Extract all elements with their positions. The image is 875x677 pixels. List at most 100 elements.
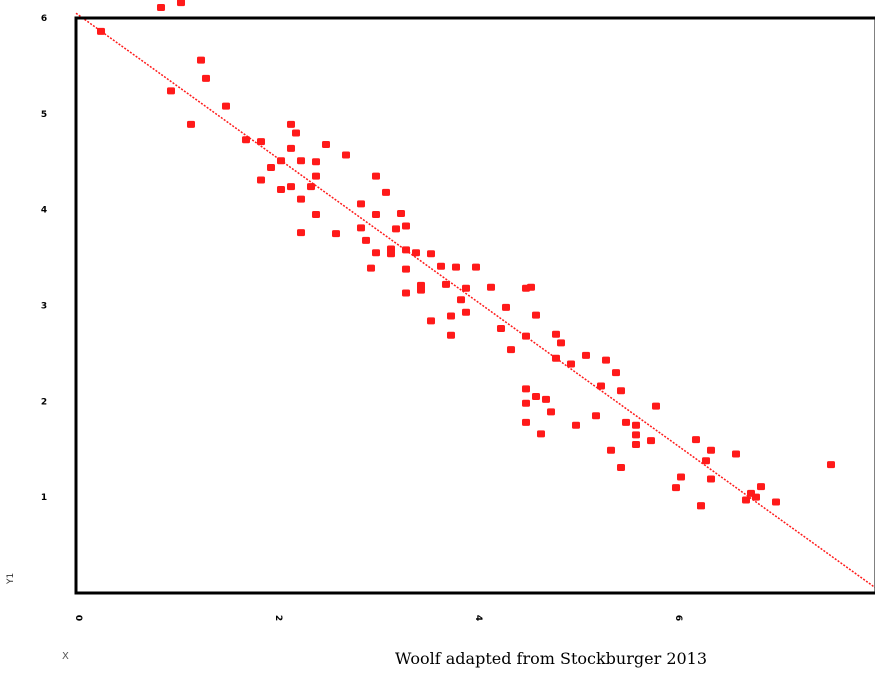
data-point (202, 74, 210, 82)
y-tick-label: 1 (41, 493, 47, 503)
data-point (572, 421, 580, 429)
data-point (287, 183, 295, 191)
data-point (312, 172, 320, 180)
data-point (732, 450, 740, 458)
data-point (692, 436, 700, 444)
data-point (592, 412, 600, 420)
data-point (372, 210, 380, 218)
data-point (502, 303, 510, 311)
data-point (427, 317, 435, 325)
data-point (582, 351, 590, 359)
data-points (97, 0, 835, 510)
data-point (97, 27, 105, 35)
data-point (612, 369, 620, 377)
y-tick-label: 6 (41, 14, 47, 24)
x-axis-label: X (62, 651, 69, 662)
data-point (297, 157, 305, 165)
data-point (447, 312, 455, 320)
data-point (702, 457, 710, 465)
data-point (747, 489, 755, 497)
data-point (402, 289, 410, 297)
data-point (392, 225, 400, 233)
data-point (267, 164, 275, 171)
data-point (257, 138, 265, 146)
data-point (567, 360, 575, 368)
data-point (472, 263, 480, 271)
tick-layer: 1 2 3 4 5 6 0 2 4 6 (41, 14, 683, 621)
data-point (677, 473, 685, 481)
data-point (442, 280, 450, 288)
data-point (412, 249, 420, 257)
data-point (287, 144, 295, 152)
y-tick-label: 2 (41, 397, 47, 407)
data-point (402, 265, 410, 273)
data-point (222, 102, 230, 110)
data-point (462, 284, 470, 292)
data-point (522, 399, 530, 407)
data-point (707, 446, 715, 454)
data-point (522, 418, 530, 426)
data-point (157, 3, 165, 11)
data-point (427, 250, 435, 258)
data-point (277, 186, 285, 194)
data-point (342, 151, 350, 159)
data-point (772, 498, 780, 506)
source-caption: Woolf adapted from Stockburger 2013 (395, 649, 708, 668)
data-point (387, 250, 395, 258)
data-point (507, 346, 515, 354)
data-point (757, 483, 765, 491)
data-point (297, 229, 305, 237)
x-tick-label: 4 (473, 615, 483, 621)
data-point (322, 141, 330, 148)
data-point (177, 0, 185, 7)
data-point (532, 393, 540, 401)
data-point (292, 129, 300, 137)
data-point (557, 339, 565, 347)
x-tick-label: 6 (673, 615, 683, 621)
data-point (607, 446, 615, 454)
data-point (437, 262, 445, 270)
data-point (602, 356, 610, 364)
y-axis-label: Y1 (6, 572, 16, 584)
data-point (402, 222, 410, 230)
data-point (632, 421, 640, 429)
data-point (672, 484, 680, 492)
data-point (447, 331, 455, 339)
data-point (362, 236, 370, 244)
data-point (357, 200, 365, 208)
data-point (537, 430, 545, 438)
data-point (527, 283, 535, 291)
data-point (622, 418, 630, 426)
data-point (457, 296, 465, 304)
data-point (487, 283, 495, 291)
data-point (697, 502, 705, 510)
data-point (332, 230, 340, 238)
data-point (187, 120, 195, 128)
y-tick-label: 3 (41, 302, 47, 312)
x-tick-label: 2 (273, 615, 283, 621)
data-point (382, 188, 390, 196)
data-point (367, 264, 375, 272)
y-tick-label: 4 (41, 206, 47, 216)
data-point (617, 387, 625, 395)
data-point (257, 176, 265, 184)
data-point (372, 249, 380, 257)
data-point (307, 183, 315, 191)
regression-line (75, 12, 875, 589)
data-point (707, 475, 715, 483)
data-point (542, 395, 550, 403)
data-point (312, 158, 320, 166)
y-tick-label: 5 (41, 110, 47, 120)
data-point (552, 330, 560, 338)
data-point (242, 136, 250, 144)
data-point (532, 311, 540, 319)
data-point (462, 308, 470, 316)
data-point (827, 461, 835, 469)
data-point (197, 56, 205, 64)
data-point (632, 431, 640, 439)
data-point (632, 440, 640, 448)
data-point (597, 382, 605, 390)
regression-line-layer (75, 12, 875, 589)
x-tick-label: 0 (73, 615, 83, 621)
